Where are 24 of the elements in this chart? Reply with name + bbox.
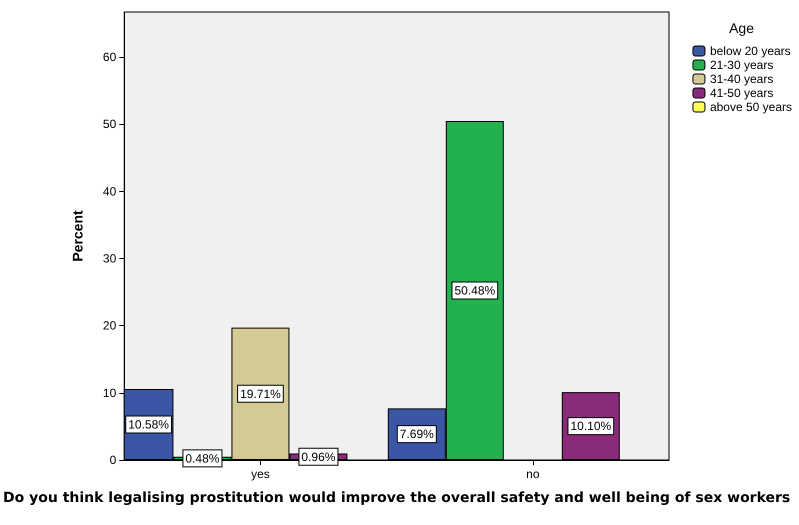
y-tick-label: 30 (102, 252, 117, 266)
y-tick-label: 10 (102, 386, 117, 400)
y-axis-title: Percent (69, 210, 86, 262)
data-label: 0.96% (301, 450, 336, 464)
legend-label: 41-50 years (710, 86, 774, 100)
data-label: 7.69% (400, 427, 434, 442)
legend-label: 31-40 years (710, 72, 774, 86)
data-label: 19.71% (240, 386, 282, 401)
data-label: 0.48% (185, 451, 220, 466)
y-tick-label: 60 (102, 50, 117, 64)
legend-label: above 50 years (710, 100, 792, 114)
data-label: 50.48% (454, 283, 496, 298)
y-tick-label: 40 (102, 184, 117, 198)
legend-title: Age (729, 20, 754, 36)
y-tick-label: 0 (110, 453, 117, 467)
legend-label: below 20 years (710, 44, 791, 58)
x-tick-label: no (526, 467, 540, 481)
data-label: 10.58% (128, 417, 170, 432)
legend-label: 21-30 years (710, 58, 774, 72)
x-tick-label: yes (251, 467, 270, 481)
data-label: 10.10% (570, 419, 612, 434)
y-tick-label: 20 (102, 318, 117, 333)
y-tick-label: 50 (102, 117, 117, 132)
x-axis-title: Do you think legalising prostitution would improve the overall safety and well being of sex workers (2, 490, 790, 506)
